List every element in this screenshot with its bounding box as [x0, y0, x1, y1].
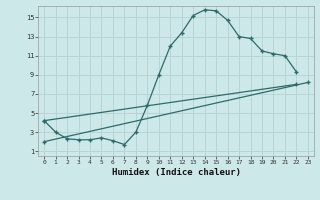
X-axis label: Humidex (Indice chaleur): Humidex (Indice chaleur) [111, 168, 241, 177]
